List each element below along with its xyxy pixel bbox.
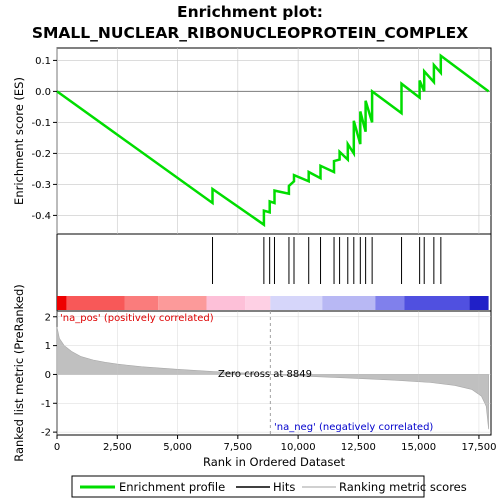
xtick-label-5: 12,500 bbox=[341, 442, 376, 453]
es-panel-frame bbox=[56, 47, 492, 235]
es-y-axis-label: Enrichment score (ES) bbox=[12, 77, 26, 205]
es-ytick-label-5: -0.4 bbox=[31, 211, 51, 222]
ranking-metric-area bbox=[56, 326, 489, 430]
xtick-label-6: 15,000 bbox=[401, 442, 436, 453]
legend-es-label: Enrichment profile bbox=[119, 480, 225, 494]
chart-title-line1: Enrichment plot: bbox=[177, 3, 323, 21]
es-y-ticks: 0.1 0.0 -0.1 -0.2 -0.3 -0.4 bbox=[31, 56, 57, 222]
heatbar-segment-4 bbox=[206, 296, 246, 310]
xtick-label-3: 7,500 bbox=[224, 442, 253, 453]
legend-metric-label: Ranking metric scores bbox=[339, 480, 467, 494]
metric-ytick-label-4: -2 bbox=[41, 428, 51, 439]
heatbar-segment-2 bbox=[124, 296, 159, 310]
rank-heatbar bbox=[57, 296, 489, 310]
enrichment-profile-line bbox=[56, 53, 490, 228]
metric-ytick-label-0: 2 bbox=[45, 312, 51, 323]
hit-markers bbox=[212, 237, 442, 284]
metric-ytick-label-2: 0 bbox=[45, 370, 51, 381]
x-ticks: 0 2,500 5,000 7,500 10,000 12,500 15,000 17,500 bbox=[54, 435, 496, 453]
es-ytick-label-3: -0.2 bbox=[31, 149, 51, 160]
heatbar-segment-1 bbox=[66, 296, 125, 310]
xtick-label-1: 2,500 bbox=[103, 442, 132, 453]
es-ytick-label-1: 0.0 bbox=[35, 87, 51, 98]
heatbar-segment-10 bbox=[469, 296, 489, 310]
metric-y-axis-label: Ranked list metric (PreRanked) bbox=[12, 284, 26, 462]
metric-ytick-label-3: -1 bbox=[41, 399, 51, 410]
x-axis-label: Rank in Ordered Dataset bbox=[203, 455, 346, 469]
zero-cross-label: Zero cross at 8849 bbox=[218, 369, 312, 380]
chart-title-line2: SMALL_NUCLEAR_RIBONUCLEOPROTEIN_COMPLEX bbox=[32, 24, 468, 42]
metric-ytick-label-1: 1 bbox=[45, 341, 51, 352]
heatbar-segment-6 bbox=[270, 296, 323, 310]
es-ytick-label-4: -0.3 bbox=[31, 180, 51, 191]
heatbar-segment-7 bbox=[322, 296, 376, 310]
heatbar-segment-5 bbox=[245, 296, 271, 310]
xtick-label-4: 10,000 bbox=[281, 442, 316, 453]
metric-grid bbox=[56, 311, 491, 435]
enrichment-profile-path bbox=[56, 53, 490, 228]
ranking-metric-path bbox=[56, 326, 489, 430]
legend-hits-label: Hits bbox=[273, 480, 295, 494]
es-ytick-label-0: 0.1 bbox=[35, 56, 51, 67]
metric-y-ticks: 2 1 0 -1 -2 bbox=[41, 312, 57, 439]
heatbar-segment-9 bbox=[404, 296, 470, 310]
heatbar-segment-3 bbox=[158, 296, 207, 310]
heatbar-segment-8 bbox=[375, 296, 405, 310]
neg-correlated-label: 'na_neg' (negatively correlated) bbox=[274, 422, 433, 433]
heatbar-segment-0 bbox=[57, 296, 67, 310]
xtick-label-0: 0 bbox=[54, 442, 60, 453]
xtick-label-2: 5,000 bbox=[163, 442, 192, 453]
es-ytick-label-2: -0.1 bbox=[31, 118, 51, 129]
xtick-label-7: 17,500 bbox=[461, 442, 496, 453]
pos-correlated-label: 'na_pos' (positively correlated) bbox=[60, 313, 214, 324]
legend: Enrichment profile Hits Ranking metric s… bbox=[71, 475, 467, 498]
